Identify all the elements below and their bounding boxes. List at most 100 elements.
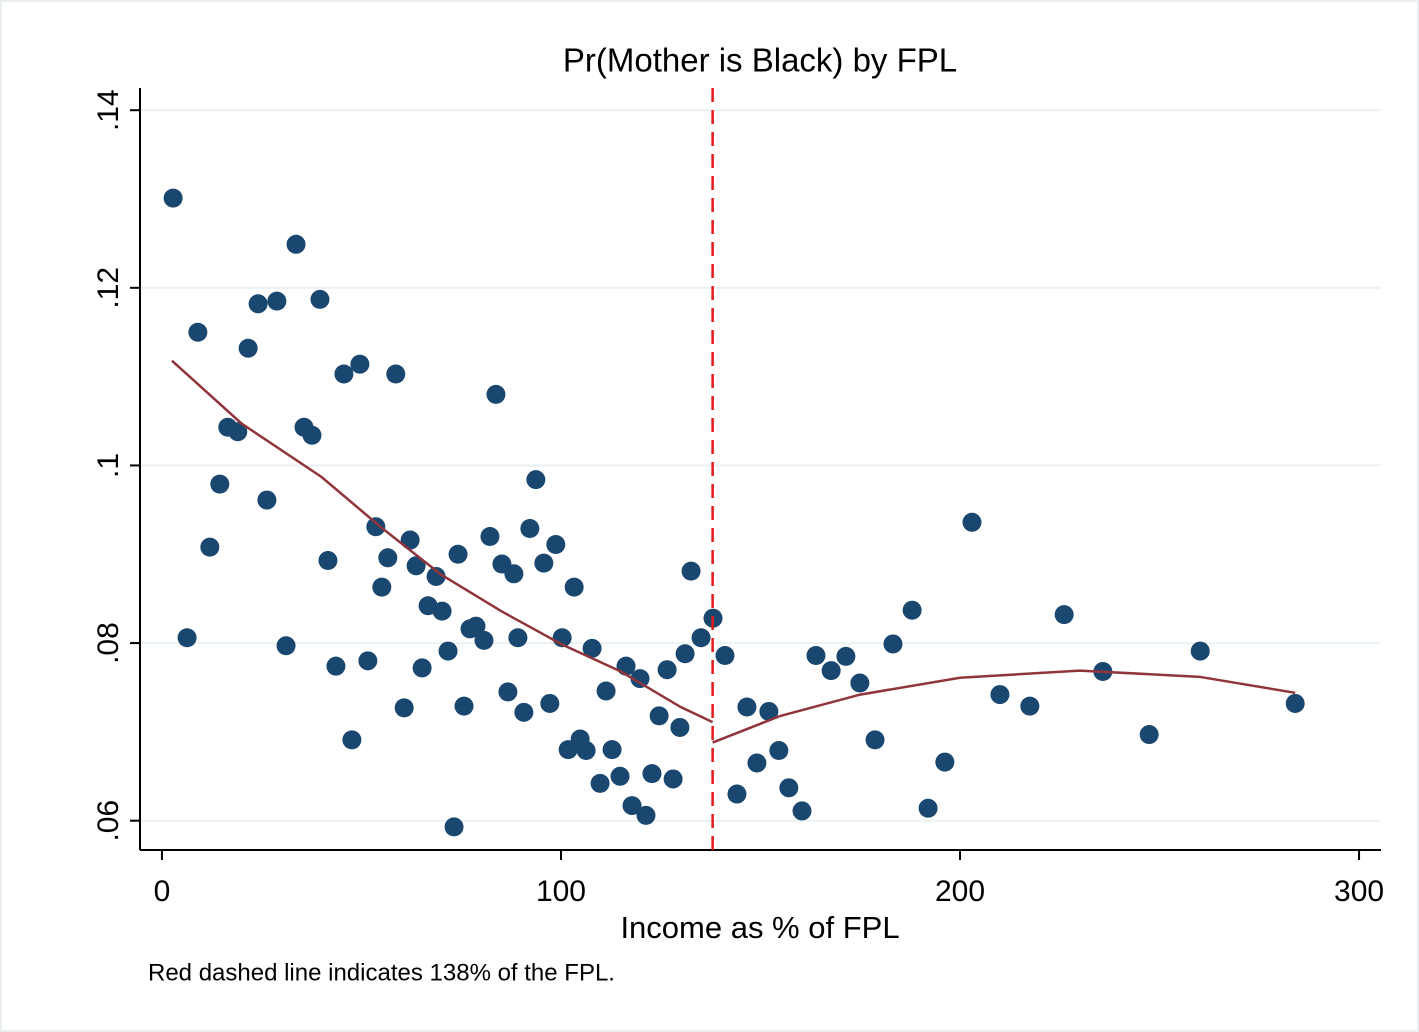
point <box>444 817 464 837</box>
point <box>1020 696 1040 716</box>
point <box>663 769 683 789</box>
y-tick-label: .08 <box>92 622 125 664</box>
point <box>1139 725 1159 745</box>
y-tick-label: .12 <box>92 267 125 309</box>
x-axis-label: Income as % of FPL <box>620 910 899 945</box>
y-tick-label: .1 <box>92 453 125 478</box>
point <box>836 646 856 666</box>
point <box>779 778 799 798</box>
point <box>210 474 230 494</box>
point <box>318 550 338 570</box>
point <box>238 338 258 358</box>
point <box>642 764 662 784</box>
point <box>163 188 183 208</box>
point <box>466 616 486 636</box>
point <box>432 601 452 621</box>
point <box>504 564 524 584</box>
point <box>486 384 506 404</box>
point <box>681 561 701 581</box>
x-tick-label: 200 <box>935 875 985 908</box>
point <box>334 364 354 384</box>
point <box>386 364 406 384</box>
point <box>792 801 812 821</box>
point <box>590 773 610 793</box>
point <box>1285 693 1305 713</box>
point <box>358 651 378 671</box>
point <box>372 577 392 597</box>
point <box>582 638 602 658</box>
point <box>747 753 767 773</box>
point <box>576 741 596 761</box>
point <box>286 234 306 254</box>
point <box>691 628 711 648</box>
point <box>438 641 458 661</box>
point <box>657 660 677 680</box>
point <box>267 291 287 311</box>
point <box>935 752 955 772</box>
point <box>918 798 938 818</box>
point <box>596 681 616 701</box>
point <box>806 646 826 666</box>
point <box>498 682 518 702</box>
point <box>1190 641 1210 661</box>
point <box>546 534 566 554</box>
point <box>675 644 695 664</box>
point <box>883 634 903 654</box>
point <box>990 685 1010 705</box>
point <box>454 696 474 716</box>
point <box>610 766 630 786</box>
chart-title: Pr(Mother is Black) by FPL <box>563 42 957 79</box>
y-tick-label: .06 <box>92 800 125 842</box>
point <box>622 796 642 816</box>
point <box>342 730 362 750</box>
point <box>759 701 779 721</box>
point <box>188 322 208 342</box>
point <box>821 661 841 681</box>
x-tick-label: 0 <box>154 875 171 908</box>
fit-line <box>712 669 1296 744</box>
point <box>636 805 656 825</box>
point <box>448 544 468 564</box>
point <box>670 717 690 737</box>
point <box>366 517 386 537</box>
point <box>302 425 322 445</box>
point <box>630 669 650 689</box>
point <box>902 600 922 620</box>
point <box>177 628 197 648</box>
point <box>400 530 420 550</box>
point <box>257 490 277 510</box>
point <box>1054 605 1074 625</box>
fit-line <box>171 359 714 724</box>
footnote: Red dashed line indicates 138% of the FP… <box>148 959 615 986</box>
point <box>248 294 268 314</box>
point <box>540 693 560 713</box>
point <box>526 470 546 490</box>
point <box>865 730 885 750</box>
point <box>426 566 446 586</box>
point <box>649 706 669 726</box>
point <box>962 512 982 532</box>
point <box>350 354 370 374</box>
x-tick-label: 300 <box>1334 875 1384 908</box>
point <box>200 537 220 557</box>
point <box>564 577 584 597</box>
point <box>412 658 432 678</box>
point <box>508 628 528 648</box>
point <box>310 289 330 309</box>
point <box>276 636 296 656</box>
point <box>394 698 414 718</box>
point <box>602 740 622 760</box>
point <box>850 673 870 693</box>
point <box>769 741 789 761</box>
point <box>228 422 248 442</box>
point <box>715 646 735 666</box>
x-tick-label: 100 <box>536 875 586 908</box>
y-tick-label: .14 <box>92 89 125 131</box>
point <box>520 519 540 539</box>
point <box>534 553 554 573</box>
point <box>727 784 747 804</box>
point <box>480 526 500 546</box>
